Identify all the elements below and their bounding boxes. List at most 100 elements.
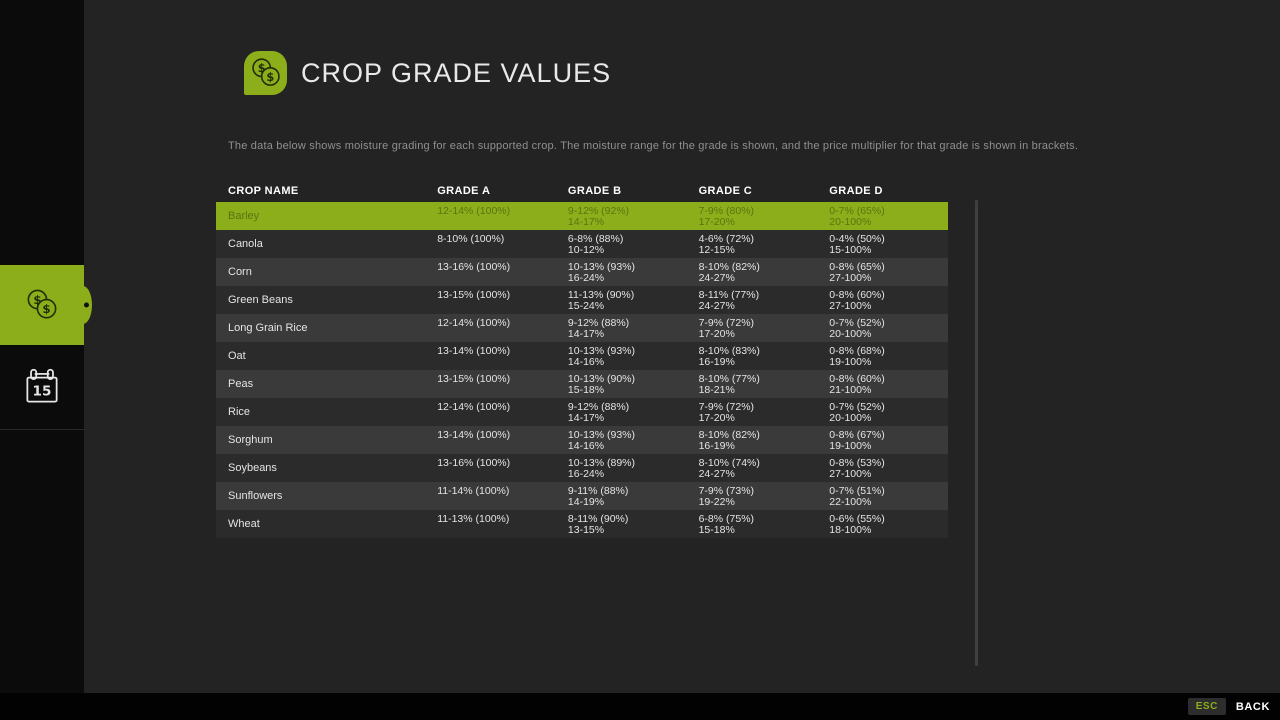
grade-d-cell: 0-7% (65%) 20-100% [829,204,885,228]
table-row[interactable]: Barley 12-14% (100%) 9-12% (92%) 14-17% 7-9%… [216,202,948,230]
grade-d-cell: 0-7% (52%) 20-100% [829,316,885,340]
table-row[interactable]: Sorghum 13-14% (100%) 10-13% (93%) 14-16% 8-… [216,426,948,454]
table-row[interactable]: Rice 12-14% (100%) 9-12% (88%) 14-17% 7-9% (… [216,398,948,426]
grade-b-cell: 10-13% (93%) 14-16% [567,344,636,368]
grade-d-cell: 0-8% (53%) 27-100% [829,456,885,480]
grade-a-cell: 11-13% (100%) [437,512,510,525]
table-body: Barley 12-14% (100%) 9-12% (92%) 14-17% 7-9%… [216,202,948,538]
crop-name: Canola [228,238,263,250]
grade-c-cell: 7-9% (72%) 17-20% [698,316,755,340]
crop-name: Corn [228,266,252,278]
active-tab-pointer-dot [84,302,89,308]
crop-name: Oat [228,350,246,362]
coins-icon: $ $ [27,289,57,319]
grade-a-cell: 8-10% (100%) [437,232,505,245]
crop-name: Rice [228,406,251,418]
grade-c-cell: 4-6% (72%) 12-15% [698,232,755,256]
grade-b-cell: 9-12% (88%) 14-17% [567,316,630,340]
crop-name: Long Grain Rice [228,322,308,334]
calendar-day-label: 15 [33,383,52,399]
grade-c-cell: 8-10% (77%) 18-21% [698,372,760,396]
grade-a-cell: 11-14% (100%) [437,484,510,497]
table-row[interactable]: Peas 13-15% (100%) 10-13% (90%) 15-18% 8-10%… [216,370,948,398]
grade-b-cell: 9-11% (88%) 14-19% [567,484,629,508]
footer-bar: ESC BACK [0,693,1280,720]
sidebar-tab-crop-values[interactable]: $ $ [0,265,92,345]
grade-c-cell: 8-10% (74%) 24-27% [698,456,760,480]
grade-a-cell: 13-15% (100%) [437,372,511,385]
calendar-icon: 15 [26,368,58,403]
crop-name: Sorghum [228,434,273,446]
scrollbar[interactable] [975,200,978,666]
crop-grades-table: CROP NAME GRADE A GRADE B GRADE C GRADE … [216,180,948,538]
grade-c-cell: 8-10% (82%) 24-27% [698,260,760,284]
grade-b-cell: 10-13% (90%) 15-18% [567,372,636,396]
grade-b-cell: 10-13% (93%) 14-16% [567,428,636,452]
grade-a-cell: 13-16% (100%) [437,456,511,469]
crop-values-icon: $ $ [244,51,287,95]
grade-a-cell: 12-14% (100%) [437,316,511,329]
grade-b-cell: 10-13% (93%) 16-24% [567,260,636,284]
grade-c-cell: 7-9% (73%) 19-22% [698,484,755,508]
crop-name: Green Beans [228,294,293,306]
grade-a-cell: 12-14% (100%) [437,400,511,413]
dollar-glyph: $ [33,293,41,307]
crop-name: Wheat [228,518,260,530]
table-row[interactable]: Canola 8-10% (100%) 6-8% (88%) 10-12% 4-6% (… [216,230,948,258]
grade-c-cell: 7-9% (80%) 17-20% [698,204,755,228]
table-row[interactable]: Long Grain Rice 12-14% (100%) 9-12% (88%) 1… [216,314,948,342]
grade-d-cell: 0-8% (60%) 21-100% [829,372,885,396]
crop-name: Peas [228,378,254,390]
sidebar: $ $ 15 [0,0,92,693]
table-row[interactable]: Wheat 11-13% (100%) 8-11% (90%) 13-15% 6-8% … [216,510,948,538]
crop-name: Barley [228,210,260,222]
grade-c-cell: 8-11% (77%) 24-27% [698,288,760,312]
grade-c-cell: 8-10% (82%) 16-19% [698,428,760,452]
column-header-crop-name: CROP NAME [228,185,299,197]
grade-d-cell: 0-8% (68%) 19-100% [829,344,885,368]
grade-d-cell: 0-7% (51%) 22-100% [829,484,885,508]
table-row[interactable]: Corn 13-16% (100%) 10-13% (93%) 16-24% 8-10%… [216,258,948,286]
grade-b-cell: 10-13% (89%) 16-24% [567,456,636,480]
page-title: CROP GRADE VALUES [301,58,612,88]
crop-name: Soybeans [228,462,277,474]
grade-b-cell: 11-13% (90%) 15-24% [567,288,635,312]
column-header-grade-b: GRADE B [567,185,622,197]
grade-b-cell: 9-12% (88%) 14-17% [567,400,630,424]
grade-d-cell: 0-6% (55%) 18-100% [829,512,885,536]
grade-b-cell: 8-11% (90%) 13-15% [567,512,629,536]
dollar-glyph: $ [257,62,265,75]
table-row[interactable]: Green Beans 13-15% (100%) 11-13% (90%) 15-2… [216,286,948,314]
table-row[interactable]: Sunflowers 11-14% (100%) 9-11% (88%) 14-19%… [216,482,948,510]
grade-c-cell: 7-9% (72%) 17-20% [698,400,755,424]
grade-a-cell: 13-14% (100%) [437,344,511,357]
esc-key-badge[interactable]: ESC [1187,698,1226,715]
table-row[interactable]: Soybeans 13-16% (100%) 10-13% (89%) 16-24% 8… [216,454,948,482]
grade-b-cell: 6-8% (88%) 10-12% [567,232,624,256]
grade-a-cell: 13-14% (100%) [437,428,511,441]
sidebar-tab-calendar[interactable]: 15 [0,345,84,430]
grade-d-cell: 0-8% (65%) 27-100% [829,260,885,284]
dollar-glyph: $ [42,302,50,316]
table-row[interactable]: Oat 13-14% (100%) 10-13% (93%) 14-16% 8-10% … [216,342,948,370]
grade-d-cell: 0-8% (67%) 19-100% [829,428,885,452]
column-header-grade-c: GRADE C [698,185,753,197]
dollar-glyph: $ [266,71,274,84]
grade-a-cell: 13-15% (100%) [437,288,511,301]
grade-d-cell: 0-8% (60%) 27-100% [829,288,885,312]
table-header-row: CROP NAME GRADE A GRADE B GRADE C GRADE … [216,180,948,202]
back-button[interactable]: BACK [1235,700,1270,713]
coins-icon: $ $ [251,58,280,86]
grade-d-cell: 0-4% (50%) 15-100% [829,232,885,256]
grade-c-cell: 8-10% (83%) 16-19% [698,344,760,368]
grade-b-cell: 9-12% (92%) 14-17% [567,204,630,228]
column-header-grade-a: GRADE A [437,185,491,197]
grade-a-cell: 12-14% (100%) [437,204,511,217]
grade-d-cell: 0-7% (52%) 20-100% [829,400,885,424]
crop-name: Sunflowers [228,490,283,502]
column-header-grade-d: GRADE D [829,185,883,197]
page-description: The data below shows moisture grading fo… [228,140,1079,152]
grade-c-cell: 6-8% (75%) 15-18% [698,512,755,536]
grade-a-cell: 13-16% (100%) [437,260,511,273]
